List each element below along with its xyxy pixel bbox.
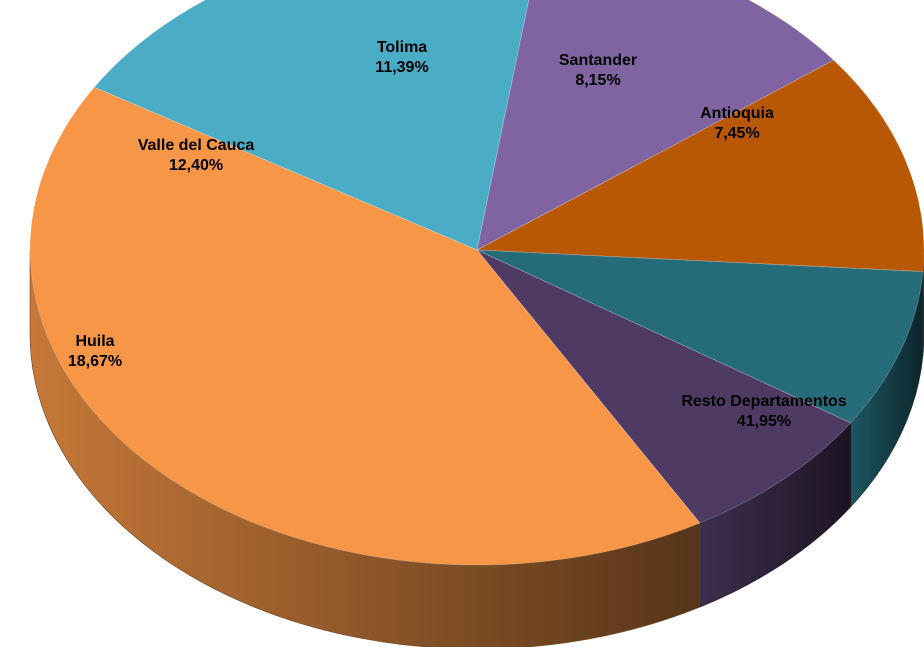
data-label-antioquia: Antioquia 7,45% (700, 105, 774, 142)
data-label-resto-departamentos: Resto Departamentos 41,95% (681, 393, 846, 430)
data-label-name: Tolima (377, 39, 427, 56)
data-label-name: Santander (559, 52, 637, 69)
data-label-value: 7,45% (714, 125, 759, 142)
data-label-santander: Santander 8,15% (559, 52, 637, 89)
data-label-name: Valle del Cauca (138, 137, 255, 154)
data-label-name: Resto Departamentos (681, 393, 846, 410)
data-label-value: 12,40% (169, 157, 223, 174)
pie-slice-antioquia (476, 249, 852, 524)
pie-slice-resto-departamentos (29, 86, 701, 566)
data-label-value: 11,39% (375, 59, 428, 76)
pie-top-faces (29, 0, 924, 566)
pie-data-labels: Resto Departamentos 41,95% Huila 18,67% Vall… (68, 39, 847, 430)
pie-slice-valle-del-cauca (476, 0, 835, 251)
data-label-value: 18,67% (68, 353, 122, 370)
data-label-value: 8,15% (575, 72, 620, 89)
data-label-huila: Huila 18,67% (68, 333, 122, 370)
pie-slice-huila (93, 0, 530, 251)
data-label-name: Antioquia (700, 105, 774, 122)
data-label-value: 41,95% (737, 413, 791, 430)
data-label-valle-del-cauca: Valle del Cauca 12,40% (138, 137, 255, 174)
pie-slice-santander (476, 249, 924, 424)
data-label-tolima: Tolima 11,39% (375, 39, 428, 76)
data-label-name: Huila (75, 333, 114, 350)
